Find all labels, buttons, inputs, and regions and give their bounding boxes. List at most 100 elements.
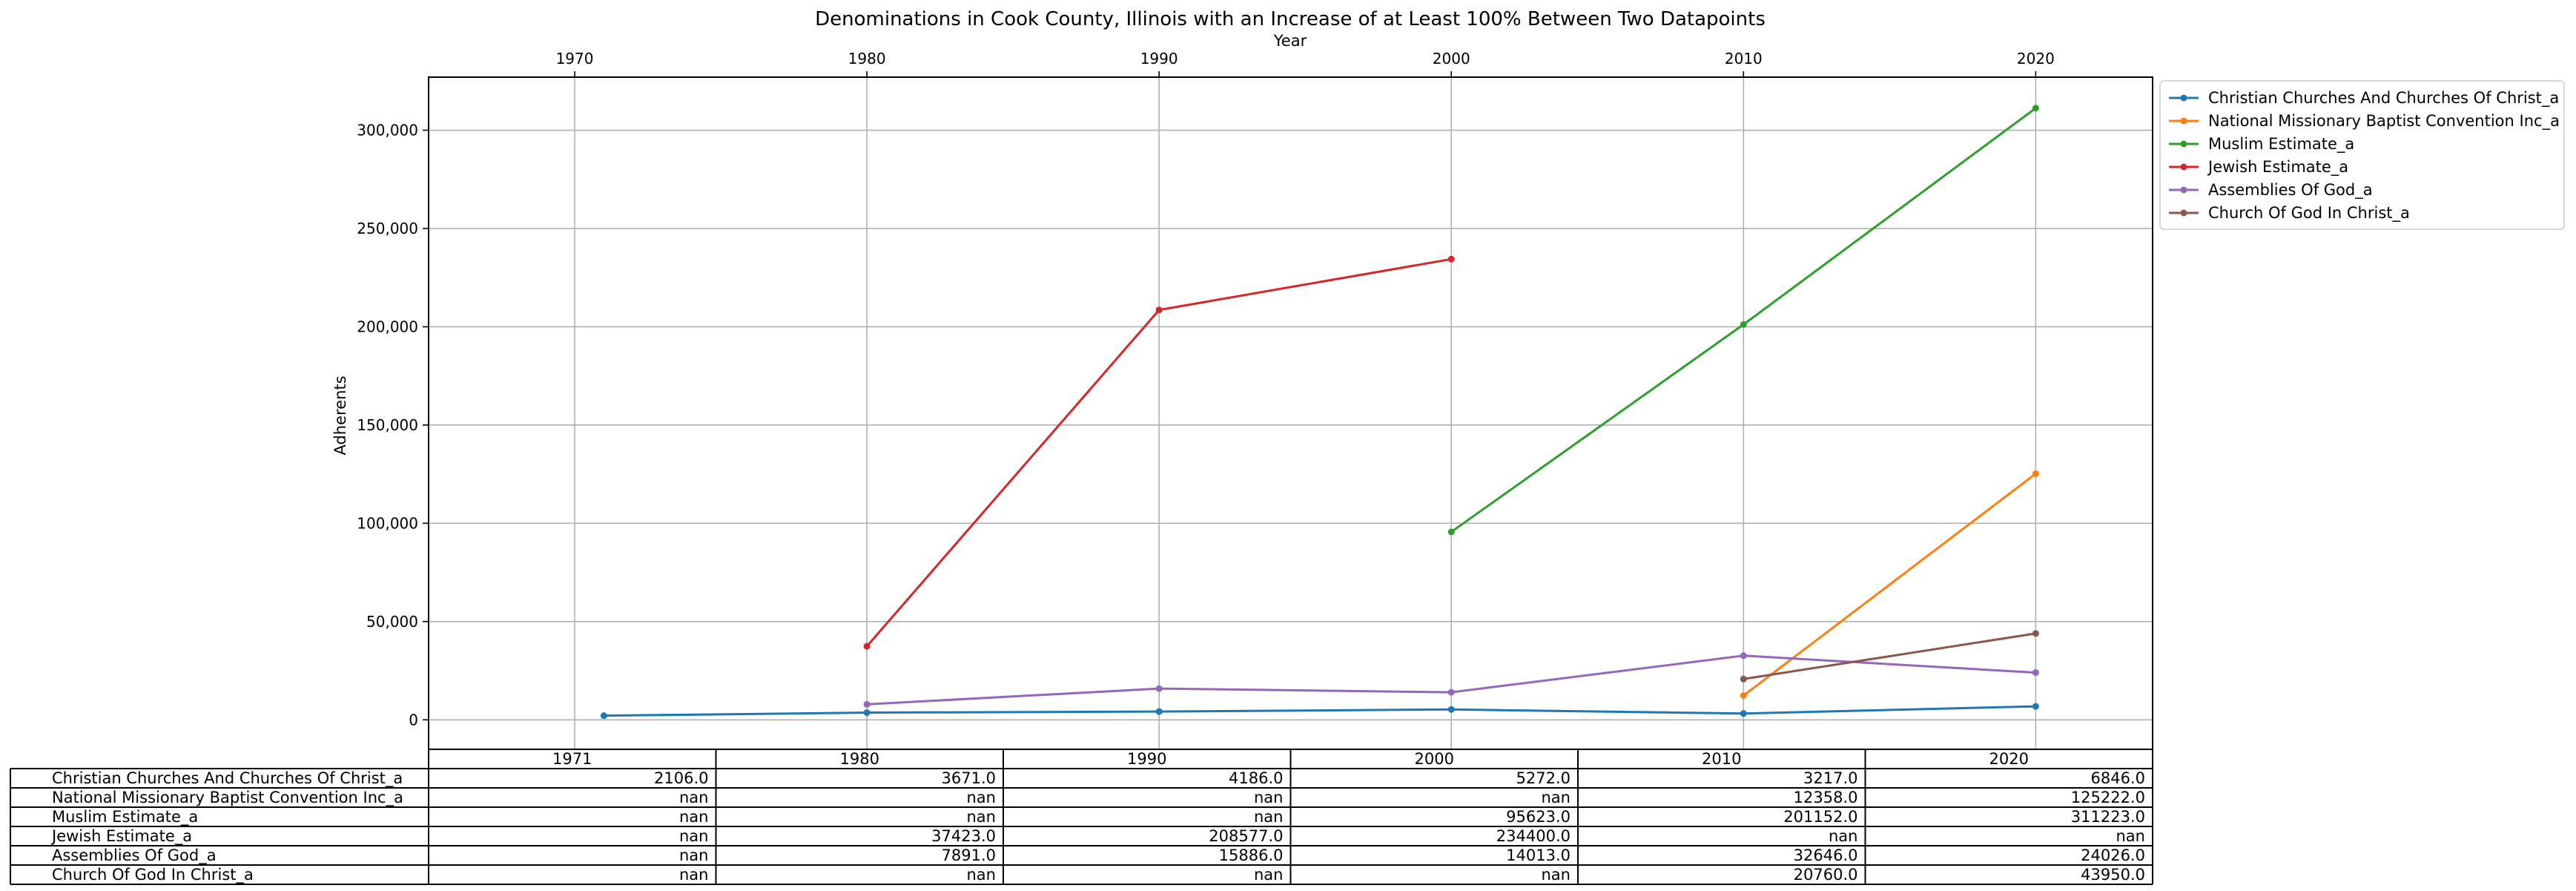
data-point — [1447, 528, 1455, 536]
table-cell: 32646.0 — [1794, 846, 1858, 864]
table-cell: nan — [1542, 866, 1571, 884]
table-cell: 24026.0 — [2081, 846, 2145, 864]
data-point — [1447, 706, 1455, 713]
table-cell: 6846.0 — [2091, 769, 2145, 787]
data-point — [1155, 306, 1163, 314]
x-tick-label: 1980 — [848, 50, 886, 68]
table-cell: nan — [1254, 866, 1284, 884]
table-cell: 7891.0 — [942, 846, 996, 864]
data-point — [1740, 692, 1747, 700]
x-tick-label: 2000 — [1433, 50, 1470, 68]
table-cell: 311223.0 — [2071, 808, 2145, 826]
table-cell: nan — [679, 827, 709, 845]
table-cell: 201152.0 — [1783, 808, 1857, 826]
legend-box — [2159, 80, 2565, 230]
table-column-header: 1980 — [840, 750, 879, 768]
series-2 — [1447, 105, 2039, 536]
x-axis-title: Year — [1273, 32, 1307, 50]
table-cell: nan — [967, 866, 997, 884]
x-tick-label: 2010 — [1725, 50, 1763, 68]
table-cell: nan — [1542, 789, 1571, 806]
table-cell: 4186.0 — [1229, 769, 1283, 787]
table-cell: nan — [679, 846, 709, 864]
data-point — [2032, 630, 2039, 637]
legend-marker — [2180, 117, 2187, 125]
table-row-label: Church Of God In Christ_a — [52, 866, 254, 884]
table-cell: nan — [679, 866, 709, 884]
data-point — [1740, 675, 1747, 683]
table-cell: 37423.0 — [931, 827, 996, 845]
table-row-label: Assemblies Of God_a — [52, 846, 217, 865]
data-point — [1155, 685, 1163, 692]
legend-label: Muslim Estimate_a — [2208, 135, 2354, 154]
table-cell: 208577.0 — [1209, 827, 1283, 845]
y-tick-label: 50,000 — [366, 613, 418, 631]
table-cell: 20760.0 — [1794, 866, 1858, 884]
legend-marker — [2180, 209, 2187, 217]
legend-label: Church Of God In Christ_a — [2208, 204, 2410, 223]
table-cell: nan — [679, 789, 709, 806]
data-point — [1155, 708, 1163, 715]
table-column-header: 2020 — [1989, 750, 2029, 768]
table-cell: 3217.0 — [1803, 769, 1857, 787]
series-0 — [600, 703, 2039, 720]
x-tick-label: 1970 — [556, 50, 594, 68]
grid-layer — [429, 77, 2153, 749]
table-cell: 12358.0 — [1794, 789, 1858, 806]
series-4 — [863, 652, 2039, 708]
table-cell: nan — [2116, 827, 2146, 845]
data-point — [863, 642, 871, 650]
y-tick-label: 0 — [409, 711, 418, 729]
data-point — [863, 700, 871, 708]
table-cell: 14013.0 — [1506, 846, 1571, 864]
data-point — [863, 709, 871, 717]
legend-marker — [2180, 140, 2187, 148]
y-axis-title: Adherents — [331, 375, 349, 455]
table-row-label: Christian Churches And Churches Of Chris… — [52, 769, 403, 788]
data-point — [1740, 710, 1747, 717]
data-table: 1971 1980 1990 2000 2010 2020 Christian Church… — [10, 749, 2153, 885]
table-cell: 15886.0 — [1219, 846, 1284, 864]
table-column-header: 1971 — [552, 750, 592, 768]
series-layer — [600, 105, 2039, 720]
data-point — [600, 712, 607, 720]
series-line — [1743, 632, 2036, 680]
table-cell: 3671.0 — [942, 769, 996, 787]
data-point — [2032, 703, 2039, 710]
data-point — [1740, 652, 1747, 660]
legend-marker — [2180, 186, 2187, 194]
table-cell: 43950.0 — [2081, 866, 2145, 884]
chart-title: Denominations in Cook County, Illinois w… — [815, 8, 1766, 30]
table-column-header: 2010 — [1702, 750, 1741, 768]
table-cell: nan — [967, 789, 997, 806]
y-tick-label: 150,000 — [357, 416, 418, 434]
data-point — [2032, 105, 2039, 112]
legend: Christian Churches And Churches Of Chris… — [2159, 80, 2565, 230]
legend-marker — [2180, 94, 2187, 102]
table-cell: 5272.0 — [1516, 769, 1571, 787]
y-tick-label: 100,000 — [357, 514, 418, 532]
table-column-header: 1990 — [1127, 750, 1166, 768]
y-tick-label: 300,000 — [357, 122, 418, 139]
table-cell: 125222.0 — [2071, 789, 2145, 806]
series-line — [604, 705, 2036, 717]
data-point — [1447, 255, 1455, 263]
legend-label: National Missionary Baptist Convention I… — [2208, 112, 2560, 131]
series-3 — [863, 255, 1455, 650]
table-cell: nan — [1254, 808, 1284, 826]
table-cell: nan — [1254, 789, 1284, 806]
table-row-label: Jewish Estimate_a — [50, 827, 192, 846]
legend-marker — [2180, 163, 2187, 171]
legend-label: Christian Churches And Churches Of Chris… — [2208, 89, 2559, 108]
table-cell: nan — [967, 808, 997, 826]
y-tick-label: 200,000 — [357, 318, 418, 335]
data-point — [2032, 470, 2039, 478]
table-row-label: National Missionary Baptist Convention I… — [52, 789, 403, 807]
table-row-label: Muslim Estimate_a — [52, 808, 198, 826]
plot-frame — [428, 76, 2153, 750]
data-point — [2032, 669, 2039, 677]
table-cell: 2106.0 — [654, 769, 708, 787]
legend-label: Assemblies Of God_a — [2208, 181, 2373, 200]
y-tick-label: 250,000 — [357, 220, 418, 237]
